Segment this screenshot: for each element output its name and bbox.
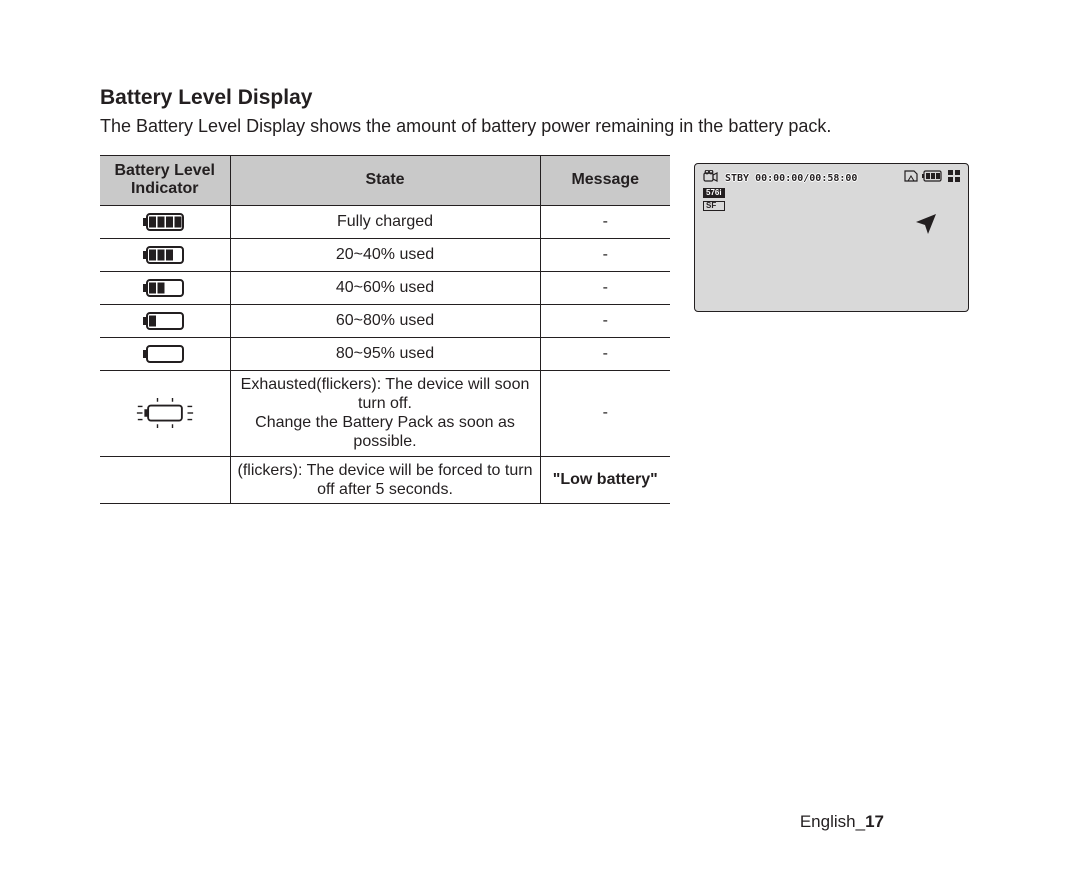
camera-preview: STBY 00:00:00/00:58:00 576i SF — [694, 163, 969, 312]
indicator-cell — [100, 456, 230, 503]
battery-level-table: Battery LevelIndicator State Message Ful… — [100, 155, 670, 504]
battery-level-icon — [106, 342, 224, 366]
footer-lang: English — [800, 812, 856, 831]
state-cell: Fully charged — [230, 205, 540, 238]
table-row: 20~40% used- — [100, 238, 670, 271]
state-cell: 40~60% used — [230, 271, 540, 304]
table-row: Fully charged- — [100, 205, 670, 238]
footer-page: 17 — [865, 812, 884, 831]
battery-level-icon — [106, 468, 224, 492]
state-cell: 20~40% used — [230, 238, 540, 271]
table-row: 80~95% used- — [100, 337, 670, 370]
indicator-cell — [100, 337, 230, 370]
battery-level-icon — [106, 210, 224, 234]
section-subtitle: The Battery Level Display shows the amou… — [100, 116, 980, 137]
camcorder-icon — [703, 170, 719, 187]
col-header-indicator: Battery LevelIndicator — [100, 156, 230, 206]
state-cell: Exhausted(flickers): The device will soo… — [230, 370, 540, 456]
table-row: Exhausted(flickers): The device will soo… — [100, 370, 670, 456]
table-row: 40~60% used- — [100, 271, 670, 304]
indicator-cell — [100, 205, 230, 238]
status-text: STBY 00:00:00/00:58:00 — [725, 173, 857, 184]
message-cell: - — [540, 304, 670, 337]
section-title: Battery Level Display — [100, 86, 980, 110]
state-cell: 60~80% used — [230, 304, 540, 337]
col-header-message: Message — [540, 156, 670, 206]
indicator-cell — [100, 238, 230, 271]
battery-level-icon — [106, 276, 224, 300]
indicator-cell — [100, 370, 230, 456]
message-cell: - — [540, 271, 670, 304]
pointer-arrow-icon — [914, 212, 938, 239]
table-row: 60~80% used- — [100, 304, 670, 337]
table-header-row: Battery LevelIndicator State Message — [100, 156, 670, 206]
badge-576i: 576i — [703, 188, 725, 198]
battery-icon — [922, 170, 944, 185]
page-footer: English_17 — [800, 812, 884, 832]
card-icon — [904, 170, 918, 185]
message-cell: - — [540, 337, 670, 370]
state-cell: (flickers): The device will be forced to… — [230, 456, 540, 503]
message-cell: - — [540, 205, 670, 238]
indicator-cell — [100, 304, 230, 337]
indicator-cell — [100, 271, 230, 304]
mosaic-icon — [948, 170, 960, 185]
table-row: (flickers): The device will be forced to… — [100, 456, 670, 503]
state-cell: 80~95% used — [230, 337, 540, 370]
message-cell: - — [540, 238, 670, 271]
footer-sep: _ — [856, 812, 865, 831]
col-header-state: State — [230, 156, 540, 206]
message-cell: "Low battery" — [540, 456, 670, 503]
battery-level-icon — [106, 309, 224, 333]
badge-sf: SF — [703, 201, 725, 211]
message-cell: - — [540, 370, 670, 456]
col-header-indicator-l1: Battery LevelIndicator — [115, 162, 216, 197]
battery-level-icon — [106, 397, 224, 429]
battery-level-icon — [106, 243, 224, 267]
